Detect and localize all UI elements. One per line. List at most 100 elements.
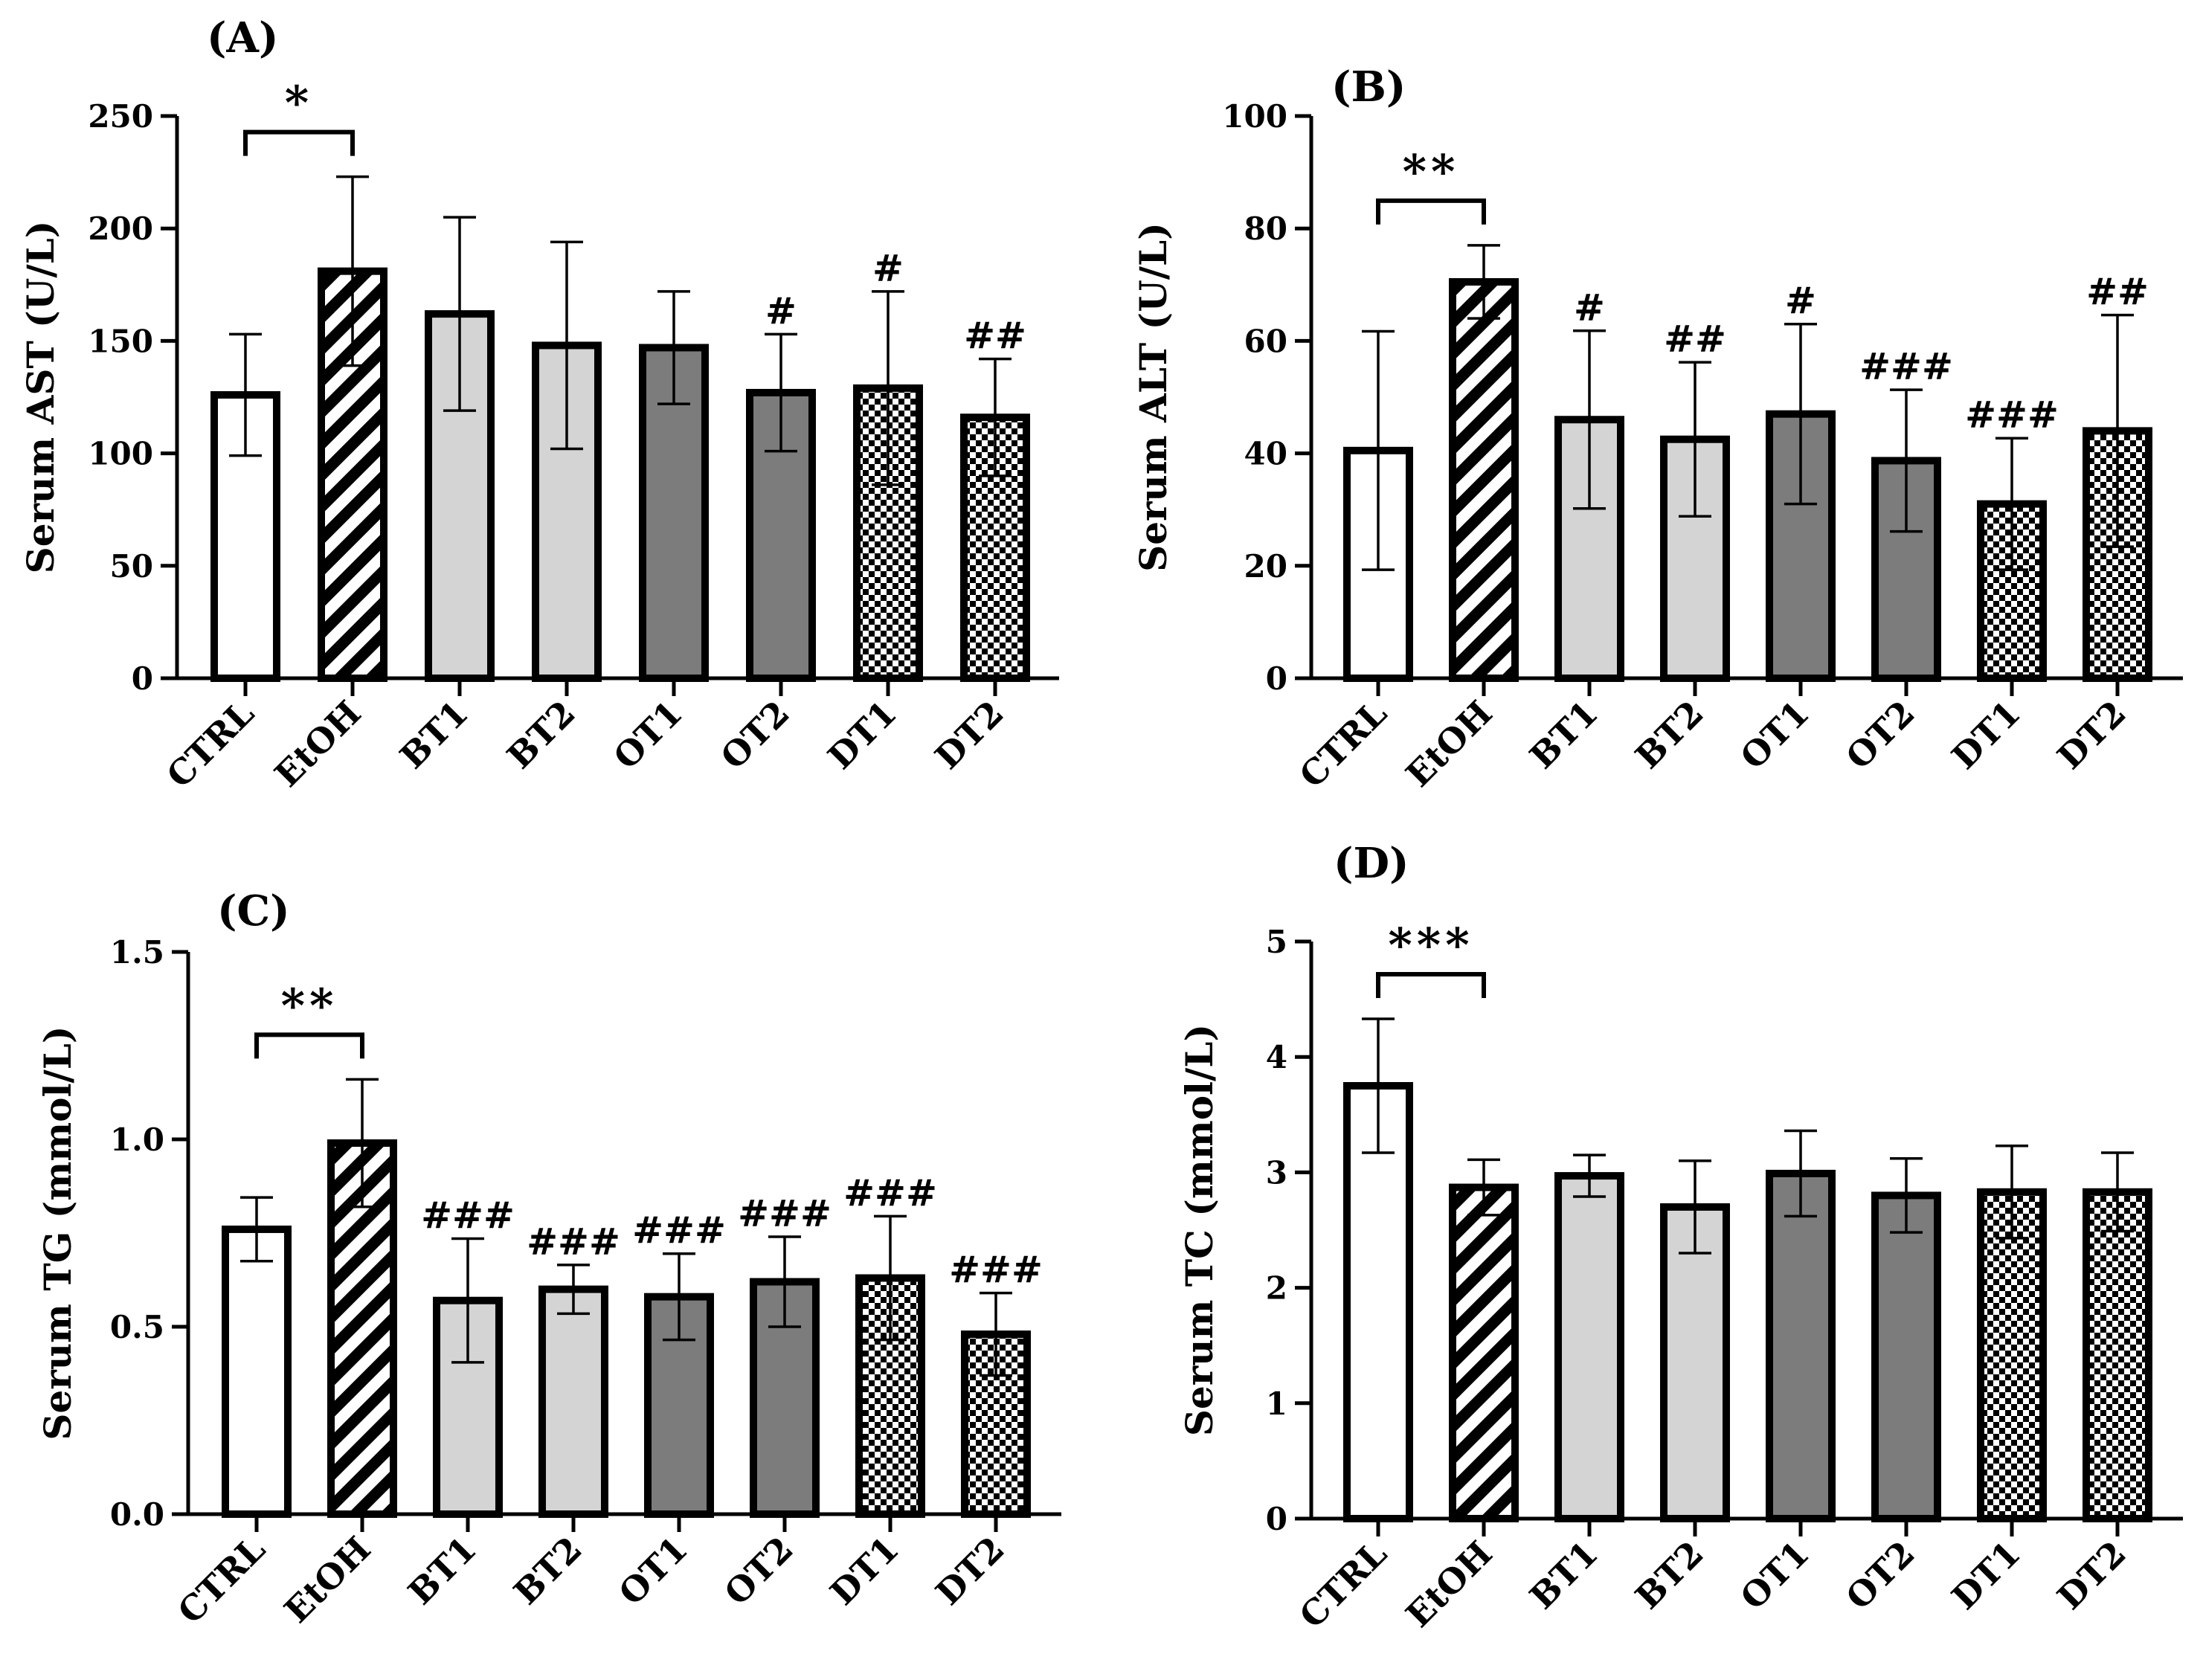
x-category-label: DT2 <box>928 1529 1012 1613</box>
significance-mark: ### <box>1859 344 1953 388</box>
x-category-label: DT1 <box>1944 1533 2028 1618</box>
y-tick-label: 0 <box>1266 1501 1287 1537</box>
x-category-label: CTRL <box>1292 693 1395 796</box>
significance-mark: ### <box>949 1248 1043 1292</box>
bar <box>1871 1191 1941 1522</box>
x-category-label: DT2 <box>2050 1533 2134 1618</box>
panel-label: (D) <box>1334 839 1409 888</box>
y-tick-label: 100 <box>1222 98 1287 135</box>
bar <box>1449 278 1519 682</box>
x-category-label: BT2 <box>1627 693 1711 777</box>
chart-panel: (C) Serum TG (mmol/L) 0.0 0.5 1.0 1.5 CTRL EtOH… <box>36 886 1061 1632</box>
chart-panel: (D) Serum TC (mmol/L) 0 1 2 3 4 5 CTRL EtOH BT1 BT2… <box>1177 839 2183 1636</box>
y-tick-label: 0 <box>132 660 153 697</box>
x-category-label: OT2 <box>1838 693 1922 777</box>
y-tick-label: 200 <box>88 210 153 247</box>
bracket-label: * <box>285 76 313 130</box>
x-category-label: DT1 <box>1944 693 2028 777</box>
significance-mark: ## <box>964 314 1026 358</box>
x-category-label: EtOH <box>1398 693 1500 795</box>
x-category-label: DT1 <box>820 693 904 777</box>
panel-label: (A) <box>207 13 278 62</box>
chart-panel: (A) Serum AST (U/L) 0 50 100 150 200 250 CTRL EtO… <box>19 13 1059 796</box>
y-tick-label: 60 <box>1244 323 1287 359</box>
bar <box>1554 416 1624 682</box>
y-tick-label: 80 <box>1244 210 1287 247</box>
x-category-label: BT1 <box>1522 1533 1606 1618</box>
significance-mark: ### <box>527 1220 620 1264</box>
bar <box>222 1225 292 1518</box>
significance-mark: ### <box>738 1191 832 1235</box>
y-tick-label: 50 <box>110 548 153 585</box>
significance-mark: ### <box>421 1194 515 1238</box>
significance-mark: # <box>872 246 904 290</box>
bracket-label: ** <box>281 978 338 1032</box>
bracket-label: *** <box>1388 918 1473 972</box>
significance-bracket <box>254 1032 364 1059</box>
y-axis-label: Serum TG (mmol/L) <box>36 1026 80 1440</box>
y-tick-label: 0 <box>1266 660 1287 697</box>
x-category-label: EtOH <box>267 693 369 795</box>
x-category-label: OT2 <box>1838 1533 1922 1618</box>
x-category-label: BT2 <box>499 693 583 777</box>
x-category-label: BT1 <box>1522 693 1606 777</box>
x-category-label: BT2 <box>506 1529 590 1613</box>
significance-mark: ### <box>1965 393 2059 437</box>
y-tick-label: 0.0 <box>110 1496 164 1533</box>
y-tick-label: 2 <box>1266 1270 1287 1307</box>
significance-bracket <box>1376 971 1486 998</box>
bar <box>2083 427 2152 682</box>
y-tick-label: 4 <box>1266 1039 1287 1075</box>
y-axis-label: Serum ALT (U/L) <box>1131 222 1175 572</box>
x-category-label: BT2 <box>1627 1533 1711 1618</box>
significance-mark: ### <box>632 1208 726 1252</box>
bar <box>1554 1172 1624 1523</box>
x-category-label: CTRL <box>159 693 262 796</box>
bar <box>2083 1188 2152 1523</box>
panel-label: (B) <box>1331 62 1406 112</box>
x-category-label: DT2 <box>927 693 1012 777</box>
significance-mark: # <box>1785 279 1816 323</box>
bar <box>1766 1169 1836 1523</box>
chart-panel: (B) Serum ALT (U/L) 0 20 40 60 80 100 CTRL EtOH BT… <box>1131 62 2183 796</box>
y-tick-label: 100 <box>88 436 153 472</box>
y-tick-label: 20 <box>1244 548 1287 585</box>
y-tick-label: 150 <box>88 323 153 359</box>
x-category-label: OT2 <box>713 693 797 777</box>
x-category-label: DT2 <box>2050 693 2134 777</box>
y-tick-label: 1 <box>1266 1385 1287 1422</box>
significance-bracket <box>1376 198 1486 225</box>
bar <box>1343 1082 1413 1522</box>
x-category-label: EtOH <box>1398 1533 1500 1635</box>
bar <box>1977 1188 2047 1523</box>
y-tick-label: 1.5 <box>110 934 164 971</box>
x-category-label: OT1 <box>1732 1533 1816 1618</box>
x-category-label: OT1 <box>611 1529 695 1613</box>
y-tick-label: 250 <box>88 98 153 135</box>
x-category-label: OT2 <box>716 1529 800 1613</box>
bar <box>1449 1183 1519 1523</box>
significance-bracket <box>243 129 355 156</box>
significance-mark: ### <box>843 1171 937 1214</box>
y-axis-label: Serum TC (mmol/L) <box>1177 1024 1221 1436</box>
x-category-label: CTRL <box>170 1529 273 1632</box>
significance-mark: # <box>1574 286 1605 329</box>
significance-mark: ## <box>1664 317 1726 361</box>
y-tick-label: 3 <box>1266 1154 1287 1191</box>
bar <box>538 1285 608 1518</box>
x-category-label: OT1 <box>1732 693 1816 777</box>
y-tick-label: 0.5 <box>110 1309 164 1345</box>
x-category-label: CTRL <box>1292 1533 1395 1636</box>
panel-label: (C) <box>217 886 290 936</box>
x-category-label: EtOH <box>277 1529 379 1631</box>
x-category-label: BT1 <box>392 693 476 777</box>
significance-mark: # <box>765 289 797 332</box>
y-tick-label: 1.0 <box>110 1121 164 1158</box>
y-axis-label: Serum AST (U/L) <box>19 221 62 574</box>
significance-mark: ## <box>2086 270 2149 314</box>
x-category-label: DT1 <box>823 1529 907 1613</box>
bracket-label: ** <box>1403 144 1460 199</box>
y-tick-label: 40 <box>1244 436 1287 472</box>
